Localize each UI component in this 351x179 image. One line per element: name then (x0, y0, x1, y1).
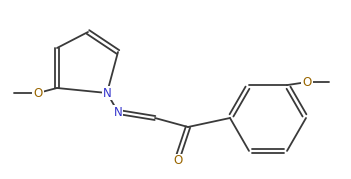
Text: O: O (302, 76, 312, 89)
Text: N: N (114, 105, 122, 118)
Text: O: O (173, 154, 183, 168)
Text: N: N (102, 86, 111, 100)
Text: O: O (33, 86, 42, 100)
